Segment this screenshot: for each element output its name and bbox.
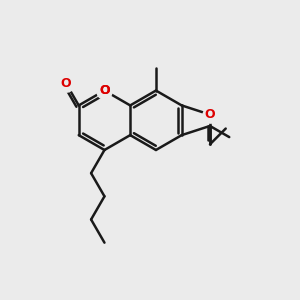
Text: O: O: [99, 84, 110, 97]
Text: O: O: [205, 108, 215, 121]
Text: O: O: [99, 84, 110, 97]
Text: O: O: [61, 77, 71, 90]
